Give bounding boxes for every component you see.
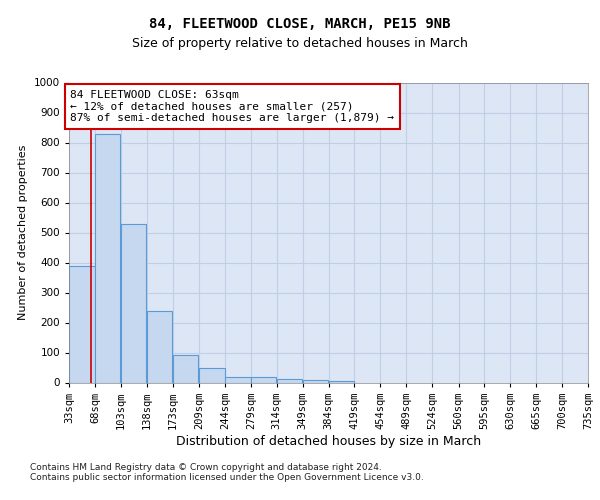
Text: Contains HM Land Registry data © Crown copyright and database right 2024.
Contai: Contains HM Land Registry data © Crown c… — [30, 462, 424, 482]
Bar — [329, 380, 354, 382]
Text: 84, FLEETWOOD CLOSE, MARCH, PE15 9NB: 84, FLEETWOOD CLOSE, MARCH, PE15 9NB — [149, 18, 451, 32]
Bar — [199, 368, 224, 382]
Y-axis label: Number of detached properties: Number of detached properties — [18, 145, 28, 320]
Bar — [173, 354, 198, 382]
Bar — [277, 379, 302, 382]
X-axis label: Distribution of detached houses by size in March: Distribution of detached houses by size … — [176, 434, 481, 448]
Text: Size of property relative to detached houses in March: Size of property relative to detached ho… — [132, 38, 468, 51]
Text: 84 FLEETWOOD CLOSE: 63sqm
← 12% of detached houses are smaller (257)
87% of semi: 84 FLEETWOOD CLOSE: 63sqm ← 12% of detac… — [70, 90, 394, 123]
Bar — [69, 266, 95, 382]
Bar — [251, 378, 277, 382]
Bar — [225, 376, 251, 382]
Bar — [121, 224, 146, 382]
Bar — [95, 134, 121, 382]
Bar — [146, 310, 172, 382]
Bar — [302, 380, 328, 382]
